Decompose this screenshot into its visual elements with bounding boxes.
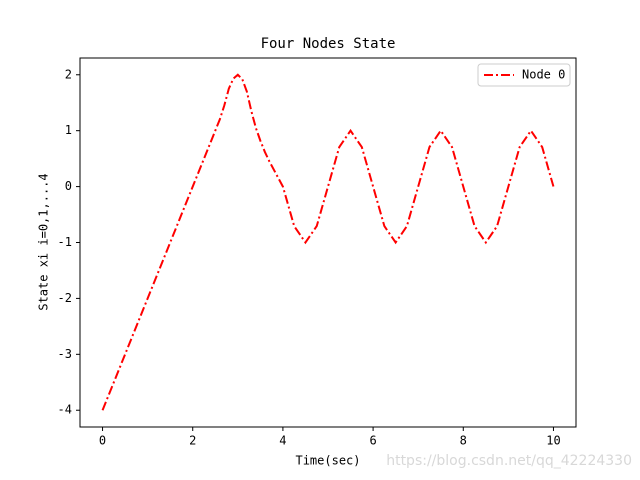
legend-box (477, 63, 571, 87)
y-tick-label: 1 (65, 123, 72, 137)
x-axis-label: Time(sec) (295, 454, 360, 468)
legend-label: Node 0 (522, 68, 565, 82)
x-tick-label: 8 (460, 434, 467, 448)
watermark: https://blog.csdn.net/qq_42224330 (386, 453, 632, 469)
plot-frame (79, 57, 577, 428)
y-tick-label: 2 (65, 67, 72, 81)
x-tick-label: 4 (279, 434, 286, 448)
chart-title: Four Nodes State (261, 36, 396, 52)
y-tick-label: -4 (58, 403, 72, 417)
y-tick-label: -1 (58, 235, 72, 249)
y-tick-label: 0 (65, 179, 72, 193)
y-tick-label: -2 (58, 291, 72, 305)
x-tick-label: 0 (99, 434, 106, 448)
x-tick-label: 10 (546, 434, 560, 448)
x-tick-label: 2 (189, 434, 196, 448)
y-axis-label: State xi i=0,1,...4 (37, 173, 51, 310)
x-tick-label: 6 (369, 434, 376, 448)
y-tick-label: -3 (58, 347, 72, 361)
